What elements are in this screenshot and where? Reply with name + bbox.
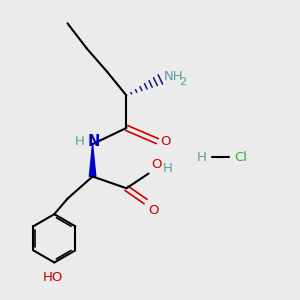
Text: H: H xyxy=(74,135,84,148)
Text: H: H xyxy=(197,151,206,164)
Text: HO: HO xyxy=(43,271,63,284)
Text: 2: 2 xyxy=(179,77,186,87)
Text: N: N xyxy=(87,134,100,149)
Text: O: O xyxy=(160,135,171,148)
Text: NH: NH xyxy=(164,70,184,83)
Text: Cl: Cl xyxy=(234,151,247,164)
Text: O: O xyxy=(151,158,161,171)
Text: H: H xyxy=(163,162,173,175)
Text: O: O xyxy=(148,204,158,217)
Polygon shape xyxy=(89,144,96,176)
